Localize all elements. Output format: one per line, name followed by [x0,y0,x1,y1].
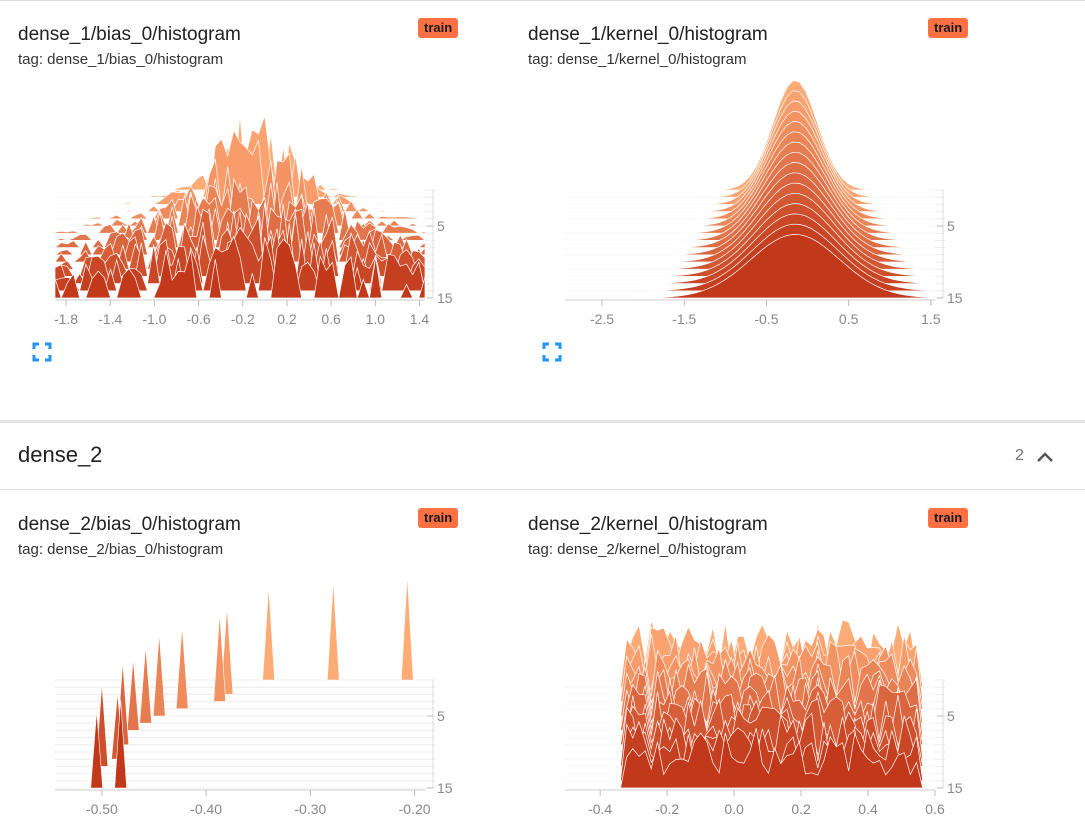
card-title: dense_2/kernel_0/histogram [528,514,768,535]
histogram-layer [53,204,426,256]
x-tick-label: 1.0 [366,311,386,327]
x-tick-label: -0.40 [190,801,222,817]
x-tick-label: -2.5 [590,311,614,327]
chevron-up-icon[interactable] [1034,446,1056,468]
card-tag: tag: dense_1/kernel_0/histogram [528,51,747,68]
histogram-card-dense2-bias: dense_2/bias_0/histogram tag: dense_2/bi… [0,490,470,826]
x-tick-label: -1.5 [672,311,696,327]
y-tick-label: 15 [947,780,963,796]
histogram-spike [90,710,104,789]
histogram-layer [565,234,936,299]
x-tick-label: 0.4 [858,801,878,817]
top-divider [0,0,1085,1]
x-tick-label: -0.6 [187,311,211,327]
group-title[interactable]: dense_2 [18,442,103,467]
histogram-layer [565,131,935,227]
x-tick-label: -0.20 [399,801,431,817]
histogram-chart: 5 15 -1.8 -1.4 -1.0 -0.6 -0.2 0.2 0.6 1.0 1.4 [53,114,453,327]
histogram-layer [55,129,425,206]
x-tick-label: 0.6 [321,311,341,327]
y-tick-label: 15 [437,780,453,796]
card-tag: tag: dense_2/bias_0/histogram [18,541,224,558]
y-tick-label: 5 [437,708,445,724]
x-tick-label: -1.8 [54,311,78,327]
x-tick-label: 0.2 [791,801,811,817]
x-tick-label: 1.5 [921,311,941,327]
card-title: dense_1/bias_0/histogram [18,24,241,45]
x-tick-label: 0.2 [277,311,297,327]
x-tick-label: -0.2 [231,311,255,327]
histogram-spike [139,646,153,724]
expand-icon[interactable] [542,342,562,362]
histogram-card-dense1-kernel: dense_1/kernel_0/histogram tag: dense_1/… [510,0,980,410]
run-badge: train [418,18,459,38]
histogram-chart: 5 15 -0.50 -0.40 -0.30 -0.20 [55,575,453,817]
x-tick-label: 0.6 [925,801,945,817]
run-badge: train [928,508,969,528]
histogram-spike [262,586,275,681]
card-title: dense_2/bias_0/histogram [18,514,241,535]
histogram-spike [213,613,226,702]
y-tick-label: 5 [947,218,955,234]
histogram-spike [114,699,127,789]
histogram-card-dense1-bias: dense_1/bias_0/histogram tag: dense_1/bi… [0,0,470,410]
x-tick-label: 0.0 [724,801,744,817]
x-tick-label: -0.4 [588,801,612,817]
card-tag: tag: dense_2/kernel_0/histogram [528,541,747,558]
histogram-spike [326,580,340,681]
card-tag: tag: dense_1/bias_0/histogram [18,51,224,68]
run-badge: train [928,18,969,38]
histogram-chart: 5 15 -2.5 -1.5 -0.5 0.5 1.5 [565,80,963,327]
histogram-card-dense2-kernel: dense_2/kernel_0/histogram tag: dense_2/… [510,490,980,826]
histogram-layer [565,80,935,191]
histogram-spike [126,658,140,731]
section-separator [0,420,1085,423]
y-tick-label: 15 [947,290,963,306]
histogram-layer [565,728,935,789]
y-tick-label: 5 [437,218,445,234]
x-tick-label: -0.5 [754,311,778,327]
x-tick-label: -0.30 [294,801,326,817]
x-tick-label: 0.5 [839,311,859,327]
y-tick-label: 15 [437,290,453,306]
x-tick-label: -1.0 [142,311,166,327]
histogram-spike [152,633,166,717]
histogram-layer [54,238,426,300]
group-count: 2 [1015,447,1024,464]
card-title: dense_1/kernel_0/histogram [528,24,768,45]
histogram-spike [175,626,189,710]
x-tick-label: -0.2 [655,801,679,817]
histogram-layer [565,100,935,205]
histogram-spike [400,575,414,681]
y-tick-label: 5 [947,708,955,724]
run-badge: train [418,508,459,528]
x-tick-label: -1.4 [98,311,122,327]
x-tick-label: -0.50 [86,801,118,817]
expand-icon[interactable] [32,342,52,362]
x-tick-label: 1.4 [410,311,430,327]
histogram-chart: 5 15 -0.4 -0.2 0.0 0.2 0.4 0.6 [565,619,963,817]
section-divider [0,489,1085,490]
histogram-layer [565,90,935,198]
